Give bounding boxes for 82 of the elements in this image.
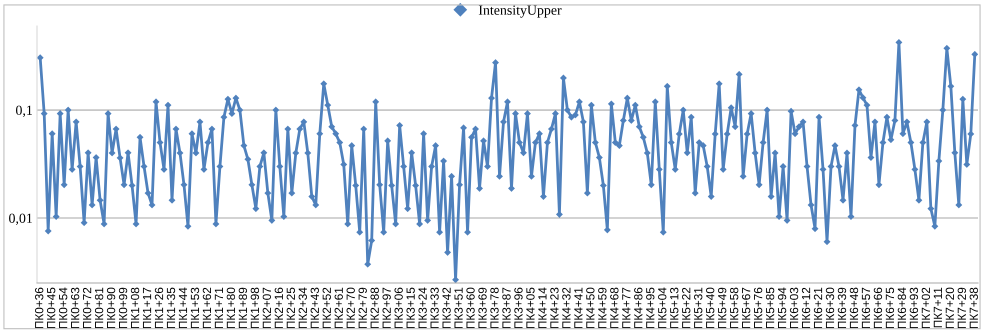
x-tick-label: ПК1+44 [178, 288, 188, 328]
x-tick-label: ПК5+49 [718, 288, 726, 328]
x-tick-label: ПК6+66 [874, 288, 882, 328]
x-tick-label: ПК5+13 [670, 288, 678, 328]
x-tick-label: ПК7+38 [970, 288, 978, 328]
x-tick-label: ПК1+62 [202, 288, 212, 328]
x-tick-label: ПК2+52 [322, 288, 331, 328]
x-tick-label: ПК3+33 [430, 288, 439, 328]
x-tick-label: ПК1+26 [154, 288, 164, 328]
x-tick-label: ПК4+77 [622, 288, 630, 328]
x-tick-label: ПК7+02 [922, 288, 930, 328]
x-tick-label: ПК3+69 [478, 288, 487, 328]
x-tick-label: ПК1+53 [190, 288, 200, 328]
x-tick-label: ПК1+89 [238, 288, 248, 328]
legend-label: IntensityUpper [478, 5, 562, 18]
x-tick-label: ПК0+54 [58, 288, 68, 328]
x-tick-label: ПК5+22 [682, 288, 690, 328]
x-tick-label: ПК1+17 [142, 288, 152, 328]
x-tick-label: ПК5+04 [658, 288, 666, 328]
x-tick-label: ПК2+97 [382, 288, 391, 328]
x-tick-label: ПК5+76 [754, 288, 762, 328]
x-tick-label: ПК2+43 [310, 288, 319, 328]
x-tick-label: ПК4+05 [526, 288, 535, 328]
x-tick-label: ПК6+57 [862, 288, 870, 328]
x-tick-label: ПК4+14 [538, 288, 546, 328]
x-tick-label: ПК5+85 [766, 288, 774, 328]
x-tick-label: ПК0+81 [94, 288, 104, 328]
x-tick-label: ПК6+75 [886, 288, 894, 328]
x-tick-label: ПК2+16 [274, 288, 284, 328]
x-tick-label: ПК5+67 [742, 288, 750, 328]
x-tick-label: ПК5+31 [694, 288, 702, 328]
x-tick-label: ПК3+87 [502, 288, 511, 328]
x-tick-label: ПК4+32 [562, 288, 571, 328]
x-tick-label: ПК5+58 [730, 288, 738, 328]
x-tick-label: ПК4+23 [550, 288, 559, 328]
x-tick-label: ПК3+51 [454, 288, 463, 328]
x-tick-label: ПК6+30 [826, 288, 834, 328]
y-tick-label: 0,01 [9, 214, 32, 225]
x-tick-label: ПК0+99 [118, 288, 128, 328]
x-tick-label: ПК4+68 [610, 288, 619, 328]
x-tick-label: ПК2+61 [334, 288, 343, 328]
x-tick-label: ПК2+25 [286, 288, 295, 328]
x-tick-label: ПК4+86 [634, 288, 642, 328]
x-tick-label: ПК1+98 [250, 288, 260, 328]
x-tick-label: ПК1+08 [130, 288, 140, 328]
x-tick-label: ПК7+11 [934, 288, 942, 328]
x-tick-label: ПК6+48 [850, 288, 858, 328]
x-tick-label: ПК0+72 [82, 288, 92, 328]
x-tick-label: ПК6+39 [838, 288, 846, 328]
x-tick-label: ПК3+60 [466, 288, 475, 328]
x-tick-label: ПК2+34 [298, 288, 307, 328]
x-tick-label: ПК2+79 [358, 288, 367, 328]
x-tick-label: ПК2+88 [370, 288, 379, 328]
x-tick-label: ПК5+40 [706, 288, 714, 328]
x-tick-label: ПК6+12 [802, 288, 810, 328]
x-tick-label: ПК3+78 [490, 288, 499, 328]
x-tick-label: ПК4+59 [598, 288, 607, 328]
x-tick-label: ПК2+07 [262, 288, 272, 328]
x-tick-label: ПК0+36 [35, 288, 44, 328]
x-tick-label: ПК4+50 [586, 288, 595, 328]
x-tick-label: ПК6+84 [898, 288, 906, 328]
x-tick-label: ПК5+94 [778, 288, 786, 328]
x-tick-label: ПК1+80 [226, 288, 236, 328]
x-tick-label: ПК3+96 [514, 288, 523, 328]
x-tick-label: ПК7+20 [946, 288, 954, 328]
x-tick-label: ПК0+90 [106, 288, 116, 328]
x-tick-label: ПК7+29 [958, 288, 966, 328]
x-tick-label: ПК4+95 [646, 288, 654, 328]
x-tick-label: ПК6+93 [910, 288, 918, 328]
x-tick-label: ПК6+21 [814, 288, 822, 328]
x-tick-label: ПК3+15 [406, 288, 415, 328]
x-tick-label: ПК3+42 [442, 288, 451, 328]
x-tick-label: ПК2+70 [346, 288, 355, 328]
x-tick-label: ПК4+41 [574, 288, 582, 328]
x-tick-label: ПК1+35 [166, 288, 176, 328]
x-tick-label: ПК1+71 [214, 288, 223, 328]
x-tick-label: ПК6+03 [790, 288, 798, 328]
x-tick-label: ПК3+24 [418, 288, 427, 328]
y-tick-label: 0,1 [16, 106, 32, 117]
x-tick-label: ПК3+06 [394, 288, 403, 328]
x-tick-label: ПК0+45 [46, 288, 56, 328]
x-tick-label: ПК0+63 [70, 288, 80, 328]
